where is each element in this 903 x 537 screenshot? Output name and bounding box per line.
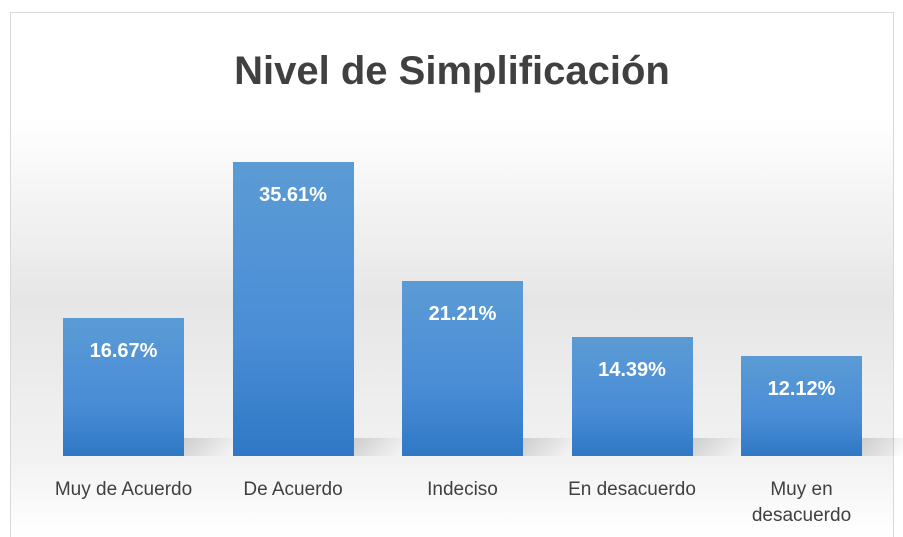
bar xyxy=(402,281,523,456)
bar xyxy=(741,356,862,456)
value-label: 16.67% xyxy=(89,340,158,363)
bar xyxy=(63,318,184,456)
bar xyxy=(571,337,693,456)
value-label: 35.61% xyxy=(259,184,327,207)
x-tick-label: En desacuerdo xyxy=(568,479,696,500)
chart-title: Nivel de Simplificación xyxy=(234,49,670,93)
bar xyxy=(232,162,354,456)
value-label: 21.21% xyxy=(428,303,497,326)
x-tick-label: De Acuerdo xyxy=(243,479,343,500)
value-label: 12.12% xyxy=(767,378,836,400)
x-tick-label: Muy de Acuerdo xyxy=(54,479,193,500)
value-label: 14.39% xyxy=(598,359,666,382)
x-tick-label: Muy en desacuerdo xyxy=(751,479,852,526)
chart: Nivel de Simplificación 16.67% Muy de Acu… xyxy=(10,12,903,537)
x-tick-label: Indeciso xyxy=(427,479,498,500)
